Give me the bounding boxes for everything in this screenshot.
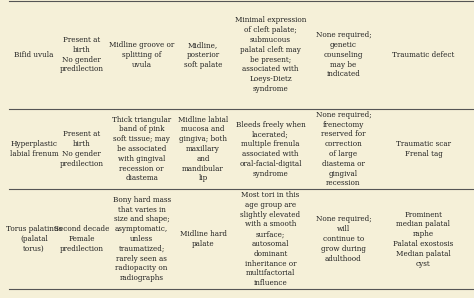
Text: Present at
birth
No gender
predilection: Present at birth No gender predilection <box>59 36 103 73</box>
Text: Bifid uvula: Bifid uvula <box>14 51 54 59</box>
Text: Traumatic defect: Traumatic defect <box>392 51 455 59</box>
Text: Torus palatinus
(palatal
torus): Torus palatinus (palatal torus) <box>6 225 62 253</box>
Text: Bony hard mass
that varies in
size and shape;
asymptomatic,
unless
traumatized;
: Bony hard mass that varies in size and s… <box>113 196 171 282</box>
Text: None required;
genetic
counseling
may be
indicated: None required; genetic counseling may be… <box>316 31 371 78</box>
Text: Midline groove or
splitting of
uvula: Midline groove or splitting of uvula <box>109 41 174 69</box>
Text: Thick triangular
band of pink
soft tissue; may
be associated
with gingival
reces: Thick triangular band of pink soft tissu… <box>112 116 171 182</box>
Text: Second decade
Female
predilection: Second decade Female predilection <box>54 225 109 253</box>
Text: Bleeds freely when
lacerated;
multiple frenula
associated with
oral-facial-digit: Bleeds freely when lacerated; multiple f… <box>236 121 305 178</box>
Text: Traumatic scar
Frenal tag: Traumatic scar Frenal tag <box>396 140 451 158</box>
Text: Minimal expression
of cleft palate;
submucous
palatal cleft may
be present;
asso: Minimal expression of cleft palate; subm… <box>235 16 306 93</box>
Text: Midline hard
palate: Midline hard palate <box>180 230 227 248</box>
Text: Hyperplastic
labial frenum: Hyperplastic labial frenum <box>9 140 58 158</box>
Text: Present at
birth
No gender
predilection: Present at birth No gender predilection <box>59 130 103 168</box>
Text: Prominent
median palatal
raphe
Palatal exostosis
Median palatal
cyst: Prominent median palatal raphe Palatal e… <box>393 211 454 268</box>
Text: None required;
frenectomy
reserved for
correction
of large
diastema or
gingival
: None required; frenectomy reserved for c… <box>316 111 371 187</box>
Text: Midline labial
mucosa and
gingiva; both
maxillary
and
mandibular
lip: Midline labial mucosa and gingiva; both … <box>178 116 228 182</box>
Text: None required;
will
continue to
grow during
adulthood: None required; will continue to grow dur… <box>316 215 371 263</box>
Text: Most tori in this
age group are
slightly elevated
with a smooth
surface;
autosom: Most tori in this age group are slightly… <box>240 191 301 287</box>
Text: Midline,
posterior
soft palate: Midline, posterior soft palate <box>184 41 222 69</box>
